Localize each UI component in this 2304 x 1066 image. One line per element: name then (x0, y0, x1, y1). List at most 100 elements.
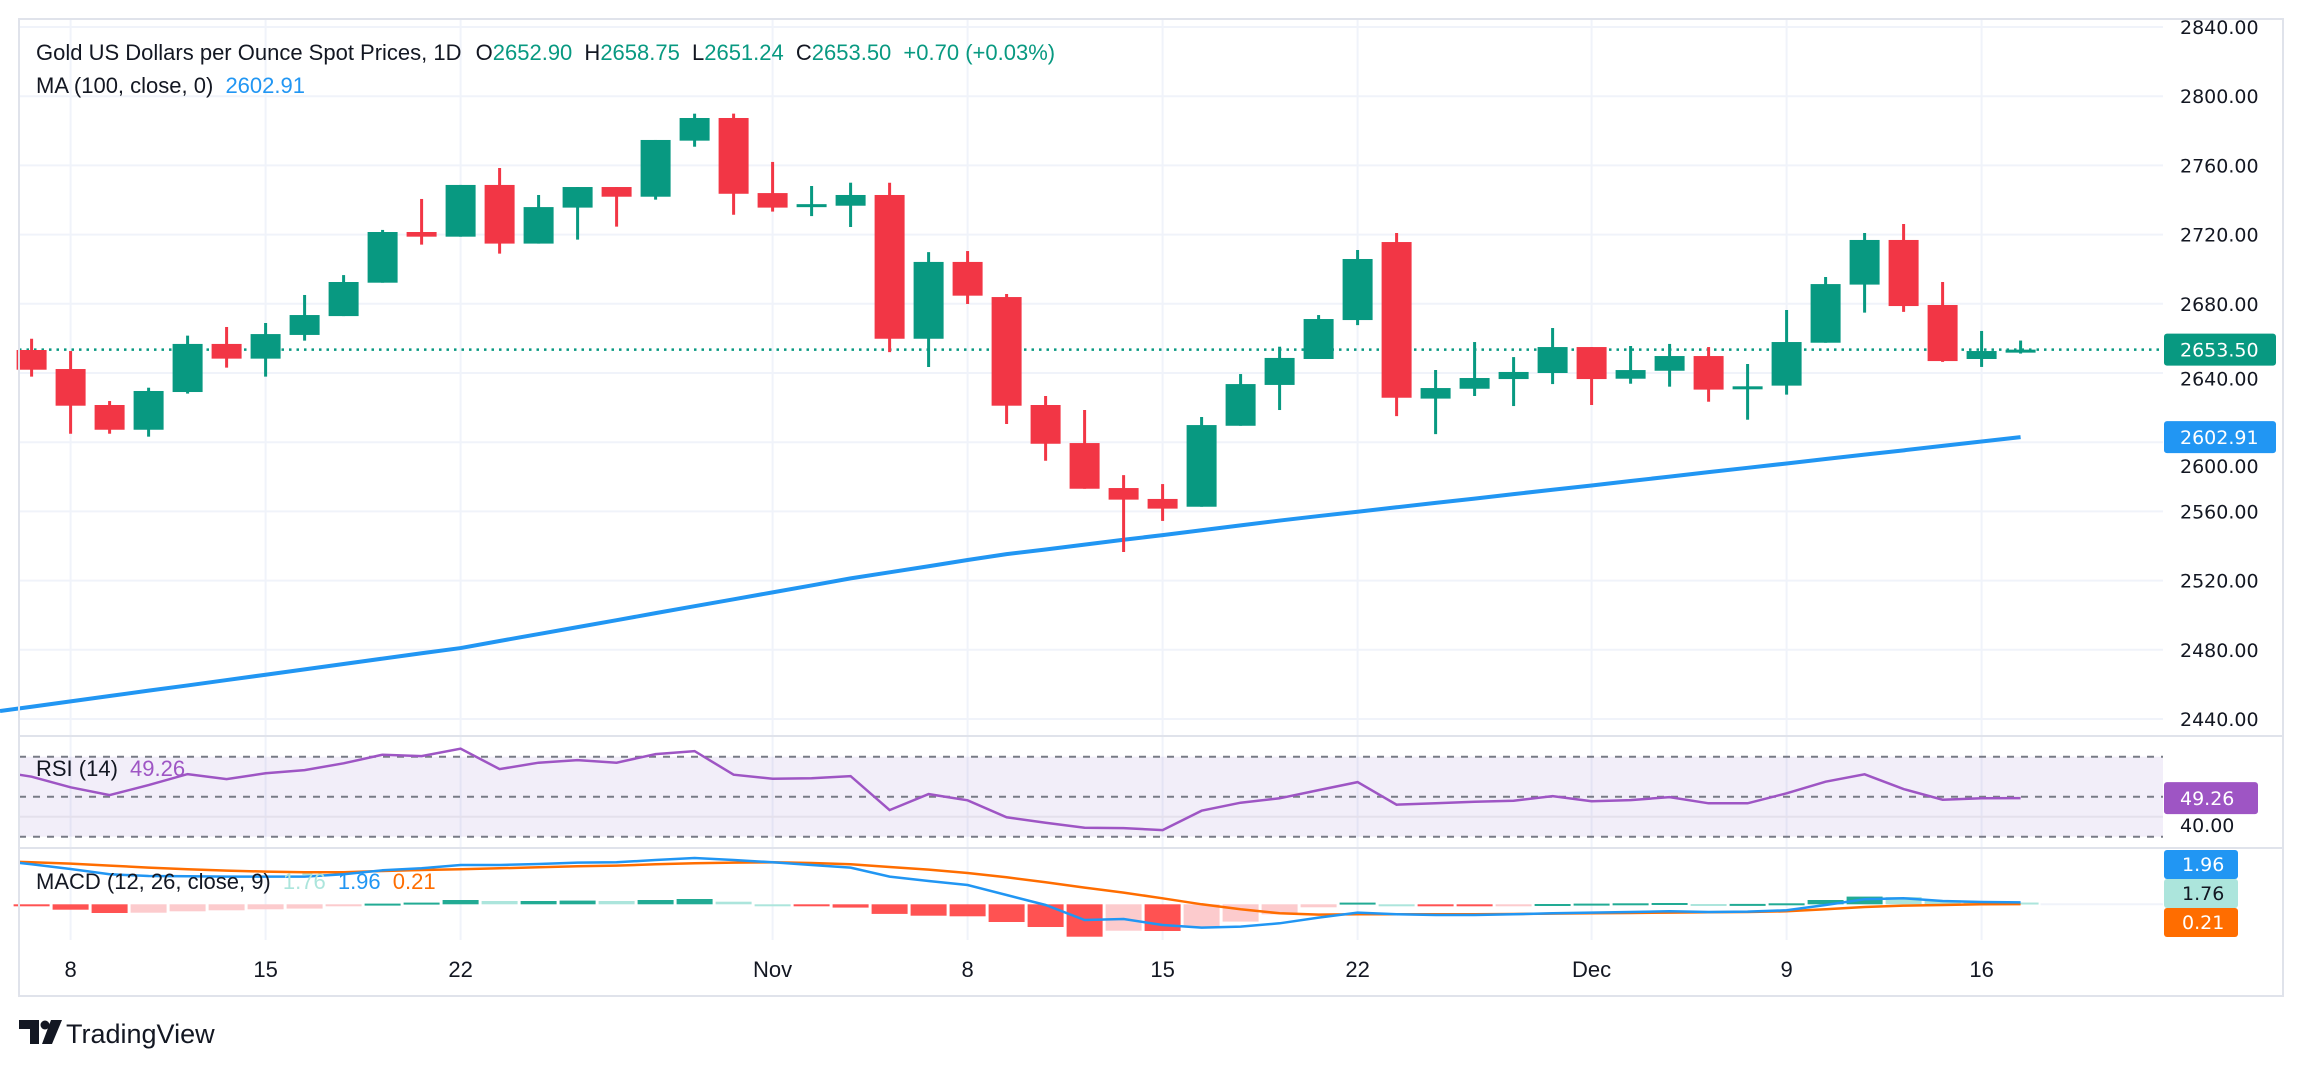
last-price-badge: 2653.50 (2164, 333, 2276, 366)
candle-body (1654, 356, 1685, 371)
macd-histogram-bar (247, 904, 284, 910)
macd-legend-label: MACD (12, 26, close, 9) (36, 869, 271, 894)
macd-histogram-bar (988, 904, 1025, 922)
price-tick-label: 2640.00 (2180, 369, 2259, 391)
grid (19, 19, 2163, 940)
macd-legend-macd: 1.96 (338, 869, 381, 894)
candle (289, 294, 320, 341)
price-tick-label: 2440.00 (2180, 709, 2259, 731)
macd-histogram-bar (1339, 902, 1376, 905)
main-legend: Gold US Dollars per Ounce Spot Prices, 1… (36, 40, 1055, 65)
date-tick-label: 9 (1780, 957, 1792, 982)
candle (913, 252, 944, 367)
candle-body (1342, 258, 1373, 321)
candle (562, 187, 593, 240)
macd-histogram-bar (1534, 904, 1571, 906)
price-axis[interactable]: 2840.00 2800.00 2760.00 2720.00 2680.00 2640.… (2180, 17, 2259, 731)
rsi-legend[interactable]: RSI (14) 49.26 (36, 756, 185, 781)
date-tick-label: 8 (961, 957, 973, 982)
close-label: C (796, 40, 812, 65)
tradingview-logo-icon (19, 1020, 62, 1044)
macd-histogram-bar (208, 904, 245, 911)
tradingview-logo[interactable]: TradingView (19, 1019, 215, 1049)
candle (1342, 249, 1373, 326)
macd-histogram-bar (1612, 903, 1649, 906)
signal-badge-text: 0.21 (2182, 912, 2224, 934)
candle-body (172, 343, 203, 393)
macd-histogram-bar (1651, 903, 1688, 905)
macd-histogram-bar (1417, 904, 1454, 907)
low-label: L (692, 40, 704, 65)
candle (1654, 343, 1685, 387)
candle (1420, 370, 1451, 435)
price-tick-label: 2480.00 (2180, 640, 2259, 662)
ma-badge: 2602.91 (2164, 421, 2276, 454)
macd-histogram-bar (130, 904, 167, 913)
candle-body (1030, 405, 1061, 444)
macd-histogram-bar (754, 904, 791, 907)
candle-body (952, 261, 983, 296)
candle-body (679, 117, 710, 141)
candle-body (1108, 488, 1139, 500)
candle-body (1225, 384, 1256, 426)
macd-histogram-bar (2002, 902, 2039, 905)
brand-name: TradingView (66, 1019, 215, 1049)
date-tick-label: 16 (1969, 957, 1993, 982)
open-value: 2652.90 (493, 40, 573, 65)
candle (991, 293, 1022, 425)
candle (367, 229, 398, 283)
candle-body (2005, 349, 2036, 353)
candle (1576, 347, 1607, 406)
candle-body (796, 204, 827, 208)
candle (952, 251, 983, 304)
candle-body (133, 390, 164, 430)
time-axis[interactable]: 8 15 22 Nov 8 15 22 Dec 9 16 (64, 957, 1993, 982)
macd-series (13, 856, 2163, 937)
candle (445, 184, 476, 237)
macd-badge-text: 1.96 (2182, 854, 2224, 876)
candle-body (1459, 378, 1490, 389)
macd-histogram-bar (520, 901, 557, 905)
candle-body (1810, 284, 1841, 343)
candle-body (406, 232, 437, 237)
date-tick-label: 22 (1345, 957, 1369, 982)
candle (55, 351, 86, 434)
candle (796, 185, 827, 217)
rsi-badge: 49.26 (2164, 782, 2258, 815)
candle (172, 335, 203, 394)
rsi-badge-text: 49.26 (2180, 788, 2234, 810)
macd-legend[interactable]: MACD (12, 26, close, 9) 1.76 1.96 0.21 (36, 869, 436, 894)
price-tick-label: 2760.00 (2180, 155, 2259, 177)
candle-body (1888, 239, 1919, 307)
macd-histogram-bar (286, 904, 323, 909)
candle-body (211, 343, 242, 359)
candle-body (367, 232, 398, 283)
candle-body (835, 194, 866, 206)
macd-legend-hist: 1.76 (283, 869, 326, 894)
ma-legend[interactable]: MA (100, close, 0) 2602.91 (36, 73, 305, 98)
candle-body (484, 184, 515, 244)
chart-frame (18, 18, 2284, 997)
candle (1888, 224, 1919, 312)
candle (679, 113, 710, 147)
price-tick-label: 2520.00 (2180, 571, 2259, 593)
candle (1225, 374, 1256, 426)
rsi-band (19, 756, 2163, 837)
date-tick-label: 15 (253, 957, 277, 982)
date-tick-label: 8 (64, 957, 76, 982)
candle-body (16, 349, 47, 370)
candle (1108, 475, 1139, 553)
low-value: 2651.24 (704, 40, 784, 65)
symbol-title: Gold US Dollars per Ounce Spot Prices, 1… (36, 40, 462, 65)
candle (1381, 233, 1412, 417)
candle-body (1069, 443, 1100, 489)
candle-body (1147, 498, 1178, 509)
macd-histogram-bar (52, 904, 89, 910)
macd-histogram-bar (676, 899, 713, 905)
macd-histogram-bar (169, 904, 206, 912)
candle-body (1420, 388, 1451, 399)
candle (1849, 233, 1880, 313)
macd-histogram-bar (325, 904, 362, 907)
candle (640, 139, 671, 200)
